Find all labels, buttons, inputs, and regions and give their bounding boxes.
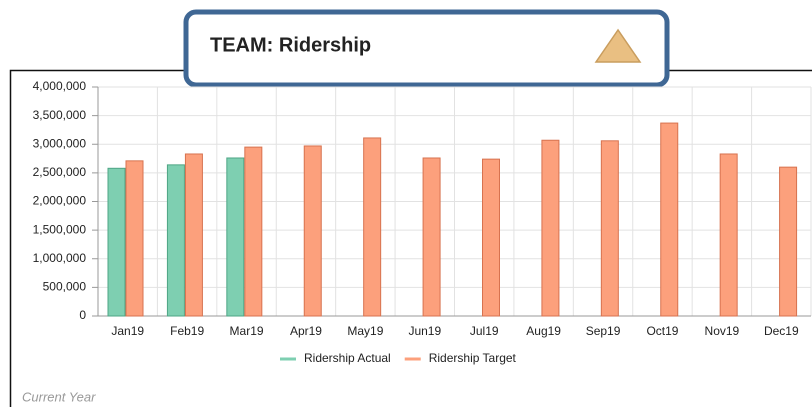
x-tick-label: Jun19: [408, 324, 441, 338]
bar: [364, 138, 381, 316]
bar: [542, 140, 559, 316]
bar: [227, 158, 244, 316]
y-tick-label: 1,500,000: [33, 222, 87, 236]
title: TEAM: Ridership: [210, 34, 371, 56]
x-tick-label: Jan19: [111, 324, 144, 338]
x-tick-label: Aug19: [526, 324, 561, 338]
y-tick-label: 2,000,000: [33, 194, 87, 208]
x-tick-label: Mar19: [230, 324, 264, 338]
x-tick-label: Sep19: [586, 324, 621, 338]
legend-label: Ridership Target: [429, 351, 517, 365]
bar: [661, 123, 678, 316]
bar: [167, 165, 184, 316]
bar: [780, 167, 797, 316]
bar: [245, 147, 262, 316]
y-tick-label: 3,000,000: [33, 136, 87, 150]
y-tick-label: 4,000,000: [33, 79, 87, 93]
bar: [483, 159, 500, 316]
y-tick-label: 1,000,000: [33, 251, 87, 265]
bar: [304, 146, 321, 316]
bar: [423, 158, 440, 316]
y-tick-label: 500,000: [43, 280, 87, 294]
bar: [601, 141, 618, 316]
x-tick-label: Feb19: [170, 324, 204, 338]
x-tick-label: Oct19: [646, 324, 678, 338]
y-tick-label: 0: [79, 308, 86, 322]
y-tick-label: 3,500,000: [33, 108, 87, 122]
y-tick-label: 2,500,000: [33, 165, 87, 179]
bar: [108, 168, 125, 316]
bar: [720, 154, 737, 316]
bar: [126, 161, 143, 316]
bar: [185, 154, 202, 316]
x-tick-label: Apr19: [290, 324, 322, 338]
footer-note: Current Year: [22, 389, 96, 404]
x-tick-label: Nov19: [705, 324, 740, 338]
legend-label: Ridership Actual: [304, 351, 391, 365]
x-tick-label: Dec19: [764, 324, 799, 338]
x-tick-label: May19: [347, 324, 383, 338]
x-tick-label: Jul19: [470, 324, 499, 338]
